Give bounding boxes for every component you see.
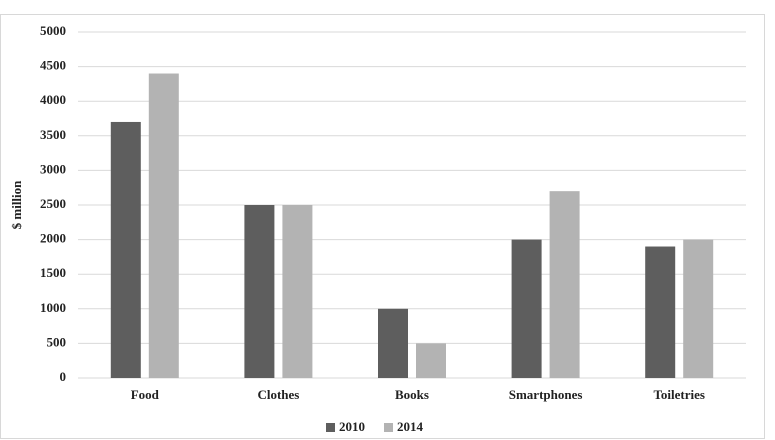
- bar: [511, 239, 542, 378]
- bar: [110, 121, 141, 379]
- y-tick-label: 2500: [40, 196, 66, 211]
- bar: [378, 308, 408, 378]
- y-axis-label: $ million: [9, 180, 24, 230]
- legend-swatch: [384, 423, 393, 432]
- y-tick-label: 4500: [40, 58, 66, 73]
- x-tick-label: Clothes: [257, 387, 299, 402]
- x-tick-label: Food: [131, 387, 160, 402]
- y-tick-label: 1500: [40, 265, 66, 280]
- x-tick-label: Books: [395, 387, 429, 402]
- y-tick-label: 0: [60, 369, 67, 384]
- chart-border: [0, 14, 765, 439]
- bar: [645, 246, 676, 378]
- bar: [416, 343, 446, 378]
- bar: [244, 205, 275, 378]
- bar: [549, 191, 580, 378]
- bar: [683, 239, 714, 378]
- x-tick-label: Toiletries: [653, 387, 705, 402]
- bar: [282, 205, 313, 378]
- legend-swatch: [326, 423, 335, 432]
- legend-label: 2014: [397, 419, 424, 434]
- y-tick-label: 500: [47, 334, 67, 349]
- legend-label: 2010: [339, 419, 365, 434]
- y-tick-label: 4000: [40, 92, 66, 107]
- x-tick-label: Smartphones: [509, 387, 583, 402]
- bar: [148, 73, 179, 379]
- y-tick-label: 1000: [40, 300, 66, 315]
- y-tick-label: 3000: [40, 161, 66, 176]
- y-tick-label: 5000: [40, 23, 66, 38]
- y-tick-label: 2000: [40, 231, 66, 246]
- y-tick-label: 3500: [40, 127, 66, 142]
